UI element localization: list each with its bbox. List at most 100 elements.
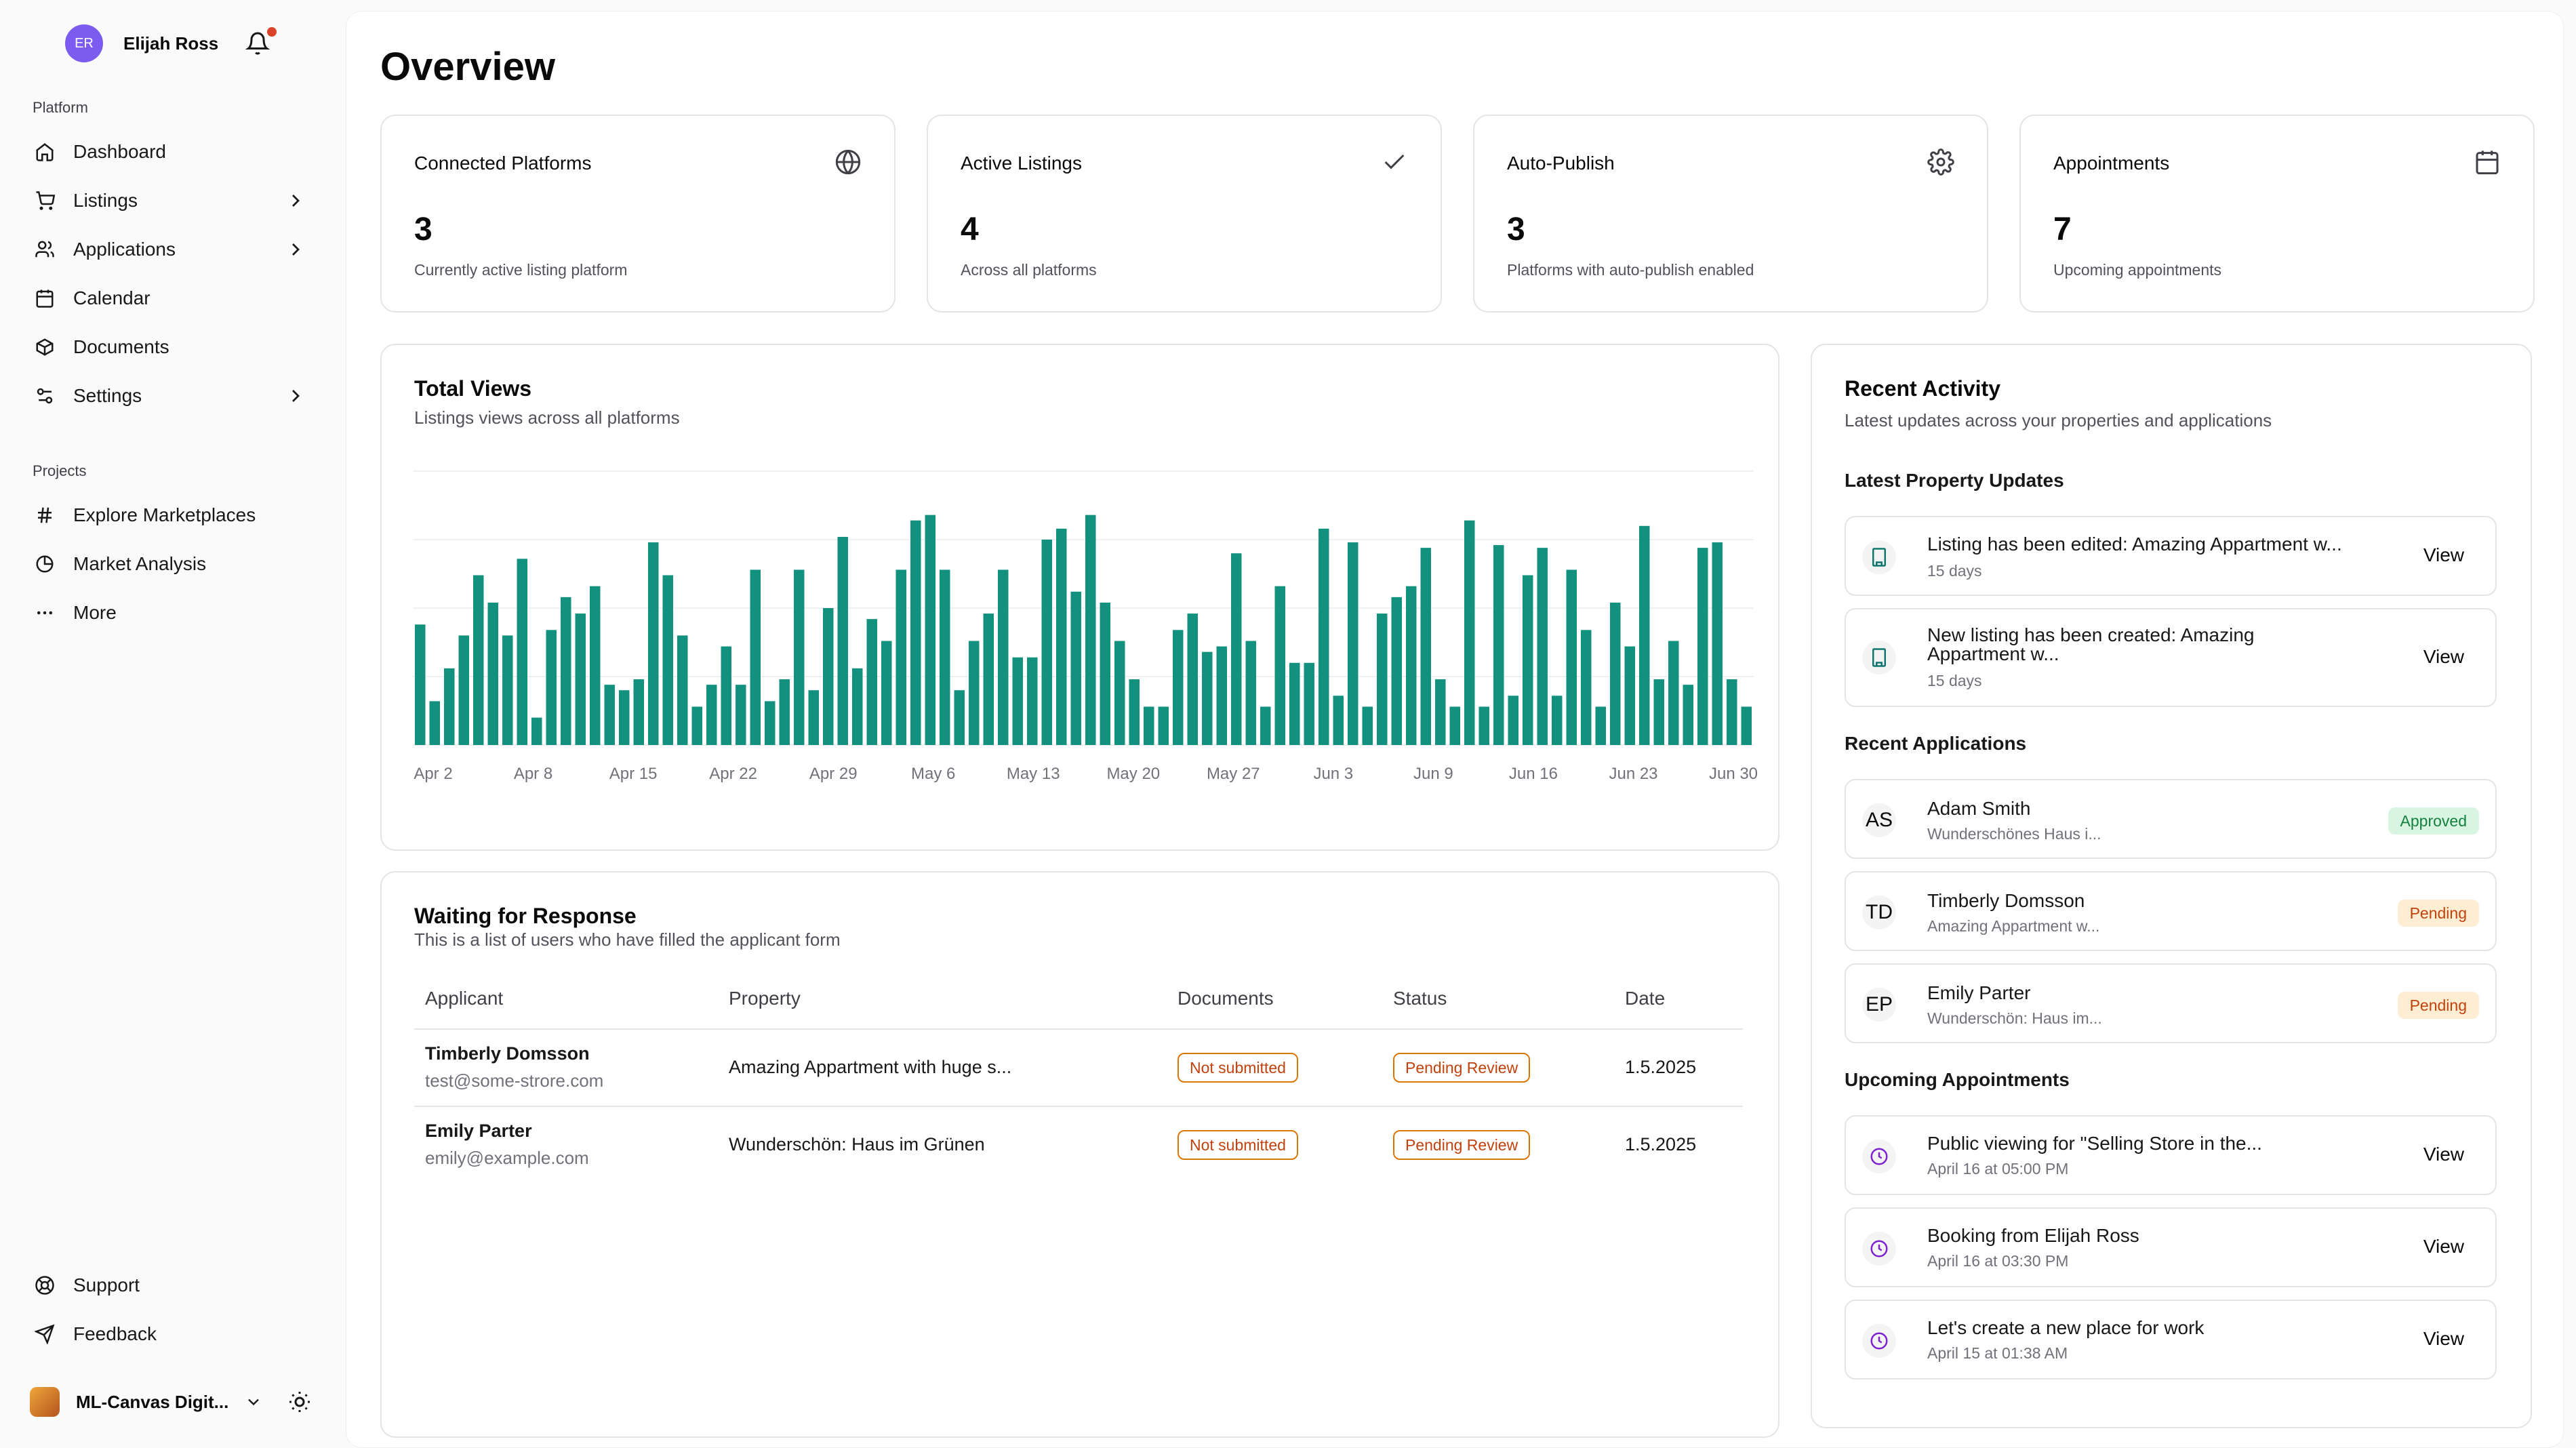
table-row[interactable]: Emily Parter emily@example.com Wundersch… <box>414 1107 1743 1183</box>
sidebar-item-dashboard[interactable]: Dashboard <box>24 132 323 172</box>
appointment-item[interactable]: Booking from Elijah Ross April 16 at 03:… <box>1845 1207 2497 1287</box>
chart-bar[interactable] <box>1216 646 1227 745</box>
chart-bar[interactable] <box>1377 614 1388 745</box>
sidebar-item-feedback[interactable]: Feedback <box>24 1314 323 1354</box>
sidebar-item-support[interactable]: Support <box>24 1265 323 1306</box>
chart-bar[interactable] <box>502 635 513 745</box>
view-button[interactable]: View <box>2423 1144 2464 1165</box>
chart-bar[interactable] <box>895 569 906 745</box>
table-row[interactable]: Timberly Domsson test@some-strore.com Am… <box>414 1030 1743 1106</box>
chart-bar[interactable] <box>837 536 848 745</box>
bell-icon[interactable] <box>245 30 270 57</box>
chart-bar[interactable] <box>487 602 498 745</box>
chart-bar[interactable] <box>1085 515 1096 745</box>
chart-bar[interactable] <box>1289 662 1300 745</box>
chart-bar[interactable] <box>736 685 746 745</box>
chart-bar[interactable] <box>779 679 790 745</box>
chart-bar[interactable] <box>1523 575 1533 745</box>
chart-bar[interactable] <box>998 569 1009 745</box>
chart-bar[interactable] <box>750 569 761 745</box>
sidebar-item-explore-marketplaces[interactable]: Explore Marketplaces <box>24 495 323 536</box>
chart-bar[interactable] <box>1595 706 1606 745</box>
sidebar-item-calendar[interactable]: Calendar <box>24 278 323 319</box>
chart-bar[interactable] <box>1333 696 1344 745</box>
chart-bar[interactable] <box>1114 641 1125 745</box>
application-item[interactable]: EP Emily Parter Wunderschön: Haus im... … <box>1845 963 2497 1043</box>
chart-bar[interactable] <box>1683 685 1693 745</box>
chart-bar[interactable] <box>1697 548 1708 745</box>
chart-bar[interactable] <box>1391 597 1402 745</box>
chart-bar[interactable] <box>1712 542 1723 745</box>
chart-bar[interactable] <box>575 614 586 745</box>
chart-bar[interactable] <box>1012 657 1023 745</box>
chart-bar[interactable] <box>429 701 440 745</box>
chart-bar[interactable] <box>1420 548 1431 745</box>
chart-bar[interactable] <box>925 515 935 745</box>
chart-bar[interactable] <box>808 690 819 745</box>
chart-bar[interactable] <box>648 542 659 745</box>
view-button[interactable]: View <box>2423 646 2464 667</box>
chart-bar[interactable] <box>531 717 542 745</box>
chart-bar[interactable] <box>415 624 426 745</box>
chart-bar[interactable] <box>852 668 863 745</box>
chart-bar[interactable] <box>1348 542 1359 745</box>
chart-bar[interactable] <box>910 520 921 745</box>
sidebar-item-applications[interactable]: Applications <box>24 229 323 270</box>
sidebar-item-settings[interactable]: Settings <box>24 376 323 416</box>
chart-bar[interactable] <box>1639 525 1650 745</box>
chart-bar[interactable] <box>866 619 877 745</box>
chart-bar[interactable] <box>546 630 557 745</box>
sidebar-item-listings[interactable]: Listings <box>24 180 323 221</box>
view-button[interactable]: View <box>2423 1328 2464 1349</box>
chart-bar[interactable] <box>1187 614 1198 745</box>
chart-bar[interactable] <box>1100 602 1110 745</box>
chart-bar[interactable] <box>765 701 776 745</box>
chart-bar[interactable] <box>823 608 834 745</box>
chart-bar[interactable] <box>1508 696 1518 745</box>
chart-bar[interactable] <box>1260 706 1271 745</box>
application-item[interactable]: AS Adam Smith Wunderschönes Haus i... Ap… <box>1845 779 2497 859</box>
chart-bar[interactable] <box>1478 706 1489 745</box>
chart-bar[interactable] <box>1158 706 1169 745</box>
chart-bar[interactable] <box>662 575 673 745</box>
chart-bar[interactable] <box>1056 528 1067 745</box>
chart-bar[interactable] <box>1231 553 1242 745</box>
chart-bar[interactable] <box>954 690 965 745</box>
view-button[interactable]: View <box>2423 1236 2464 1257</box>
sidebar-item-more[interactable]: More <box>24 592 323 633</box>
chart-bar[interactable] <box>633 679 644 745</box>
chart-bar[interactable] <box>1741 706 1752 745</box>
chart-bar[interactable] <box>1449 706 1460 745</box>
chart-bar[interactable] <box>561 597 571 745</box>
chart-bar[interactable] <box>1319 528 1329 745</box>
chart-bar[interactable] <box>1435 679 1446 745</box>
chart-bar[interactable] <box>677 635 688 745</box>
sidebar-item-market-analysis[interactable]: Market Analysis <box>24 544 323 584</box>
view-button[interactable]: View <box>2423 544 2464 565</box>
chart-bar[interactable] <box>619 690 630 745</box>
chart-bar[interactable] <box>1610 602 1621 745</box>
workspace-switcher[interactable]: ML-Canvas Digit... <box>30 1383 321 1421</box>
chart-bar[interactable] <box>1304 662 1314 745</box>
chart-bar[interactable] <box>1537 548 1548 745</box>
chart-bar[interactable] <box>1581 630 1592 745</box>
chart-bar[interactable] <box>983 614 994 745</box>
chart-bar[interactable] <box>1202 651 1213 745</box>
appointment-item[interactable]: Public viewing for "Selling Store in the… <box>1845 1115 2497 1195</box>
chart-bar[interactable] <box>517 559 527 745</box>
chart-bar[interactable] <box>1129 679 1140 745</box>
theme-toggle-icon[interactable] <box>287 1390 312 1414</box>
chart-bar[interactable] <box>1727 679 1737 745</box>
chart-bar[interactable] <box>444 668 455 745</box>
chart-bar[interactable] <box>969 641 980 745</box>
chart-bar[interactable] <box>1041 540 1052 745</box>
chart-bar[interactable] <box>1653 679 1664 745</box>
chart-bar[interactable] <box>794 569 805 745</box>
chart-bar[interactable] <box>458 635 469 745</box>
chart-bar[interactable] <box>1464 520 1475 745</box>
chart-bar[interactable] <box>1406 586 1417 745</box>
chart-bar[interactable] <box>1173 630 1184 745</box>
chart-bar[interactable] <box>940 569 950 745</box>
chart-bar[interactable] <box>1070 591 1081 745</box>
chart-bar[interactable] <box>1144 706 1154 745</box>
